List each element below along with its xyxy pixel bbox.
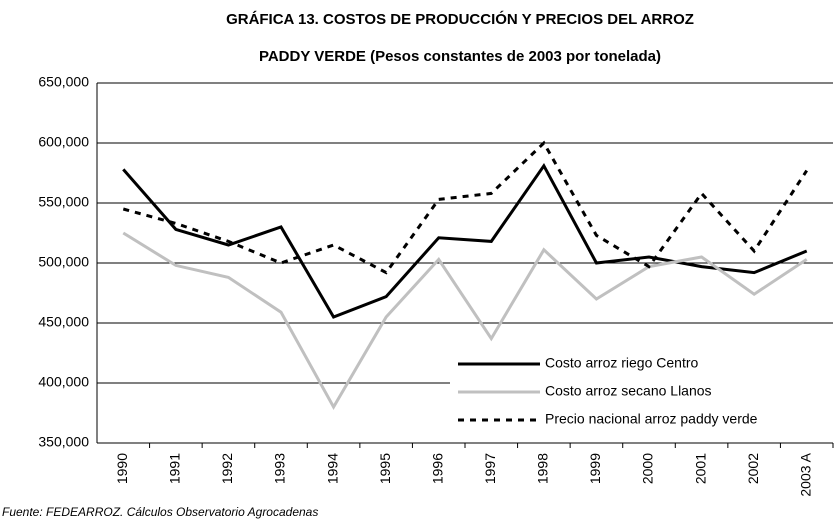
legend-label: Precio nacional arroz paddy verde: [545, 411, 758, 427]
x-tick-label: 1997: [482, 453, 498, 484]
series-line: [122, 162, 808, 319]
series-line: [122, 140, 808, 275]
chart-subtitle: PADDY VERDE (Pesos constantes de 2003 po…: [259, 48, 661, 65]
y-tick-label: 600,000: [38, 134, 89, 150]
y-tick-label: 350,000: [38, 434, 89, 450]
x-tick-label: 2001: [692, 453, 708, 484]
legend-label: Costo arroz secano Llanos: [545, 383, 712, 399]
x-tick-label: 1994: [324, 453, 340, 484]
x-tick-label: 1998: [535, 453, 551, 484]
series-line: [122, 231, 808, 411]
x-tick-label: 2000: [640, 453, 656, 484]
x-tick-label: 1999: [587, 453, 603, 484]
x-tick-label: 1996: [429, 453, 445, 484]
x-tick-label: 1993: [272, 453, 288, 484]
y-tick-label: 450,000: [38, 314, 89, 330]
y-tick-label: 550,000: [38, 194, 89, 210]
x-tick-label: 1992: [219, 453, 235, 484]
source-note: Fuente: FEDEARROZ. Cálculos Observatorio…: [2, 505, 318, 519]
x-tick-label: 1991: [167, 453, 183, 484]
y-tick-label: 650,000: [38, 74, 89, 90]
y-tick-label: 500,000: [38, 254, 89, 270]
legend-label: Costo arroz riego Centro: [545, 355, 699, 371]
x-tick-label: 1990: [114, 453, 130, 484]
y-tick-label: 400,000: [38, 374, 89, 390]
x-tick-label: 1995: [377, 453, 393, 484]
x-tick-label: 2003 A: [797, 452, 813, 496]
chart-title: GRÁFICA 13. COSTOS DE PRODUCCIÓN Y PRECI…: [226, 10, 694, 28]
x-tick-label: 2002: [745, 453, 761, 484]
